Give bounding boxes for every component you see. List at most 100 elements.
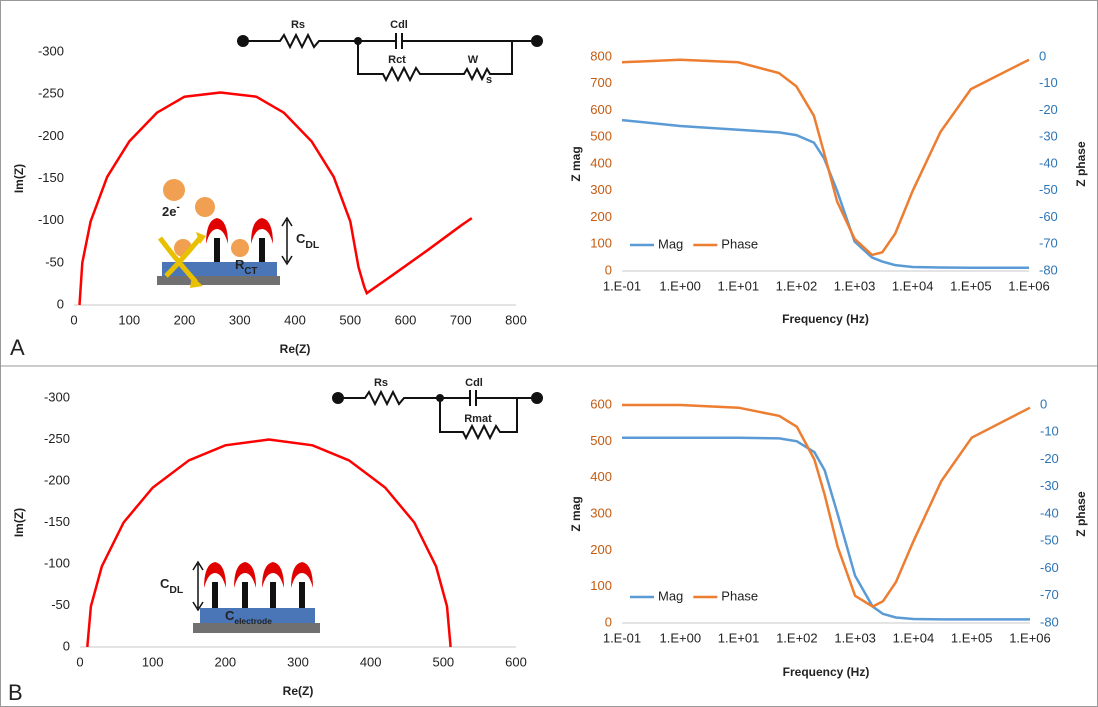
circuit-label: Rs bbox=[374, 377, 388, 389]
cdl-label-sub: DL bbox=[169, 585, 184, 596]
electron-label-sub: - bbox=[176, 202, 179, 213]
x-tick-label: 1.E+05 bbox=[950, 278, 992, 293]
y2-tick-label: -60 bbox=[1040, 560, 1059, 575]
circuit-b: Rs Cdl Rmat bbox=[332, 377, 543, 441]
x-tick-label: 800 bbox=[505, 312, 527, 327]
y-tick-label: -200 bbox=[38, 128, 64, 143]
x-tick-label: 500 bbox=[432, 654, 454, 669]
y-tick-label: 600 bbox=[590, 396, 612, 411]
cdl-label-sub: DL bbox=[305, 240, 320, 251]
data-line bbox=[621, 118, 1029, 270]
circuit-label: Cdl bbox=[465, 377, 483, 389]
probe-head bbox=[204, 562, 226, 588]
x-axis-title: Frequency (Hz) bbox=[782, 312, 869, 326]
probe-head bbox=[206, 218, 228, 244]
y-tick-label: 0 bbox=[605, 262, 612, 277]
y-tick-label: 400 bbox=[590, 155, 612, 170]
x-tick-label: 1.E+02 bbox=[776, 278, 818, 293]
y-tick-label: -300 bbox=[44, 389, 70, 404]
circuit-a: Rs Cdl Rct W s bbox=[237, 19, 543, 86]
y-axis-title: Z mag bbox=[569, 496, 583, 531]
y2-tick-label: -20 bbox=[1040, 451, 1059, 466]
x-tick-label: 1.E+01 bbox=[718, 630, 760, 645]
y-tick-label: 500 bbox=[590, 433, 612, 448]
y2-tick-label: -80 bbox=[1039, 262, 1058, 277]
y-tick-label: 600 bbox=[590, 102, 612, 117]
y2-tick-label: -20 bbox=[1039, 102, 1058, 117]
y-tick-label: 500 bbox=[590, 129, 612, 144]
substrate bbox=[193, 623, 320, 633]
x-tick-label: 1.E+00 bbox=[659, 278, 701, 293]
y2-tick-label: -30 bbox=[1039, 129, 1058, 144]
probe-head bbox=[262, 562, 284, 588]
x-tick-label: 0 bbox=[76, 654, 83, 669]
y-tick-label: -150 bbox=[44, 514, 70, 529]
panel-label: B bbox=[8, 680, 23, 705]
data-line bbox=[622, 403, 1031, 609]
probe-head bbox=[251, 218, 273, 244]
x-tick-label: 1.E-01 bbox=[603, 630, 641, 645]
y2-tick-label: -70 bbox=[1039, 236, 1058, 251]
probe-head bbox=[291, 562, 313, 588]
y2-axis-title: Z phase bbox=[1074, 141, 1088, 187]
electron-label: 2e- bbox=[162, 202, 180, 220]
legend-label: Phase bbox=[721, 236, 758, 251]
y-tick-label: -50 bbox=[51, 597, 70, 612]
y-tick-label: 800 bbox=[590, 48, 612, 63]
y-tick-label: 100 bbox=[590, 578, 612, 593]
y2-tick-label: -70 bbox=[1040, 587, 1059, 602]
redox-species bbox=[163, 179, 185, 201]
y2-tick-label: -30 bbox=[1040, 478, 1059, 493]
y2-tick-label: 0 bbox=[1039, 48, 1046, 63]
electron-arrow bbox=[164, 236, 202, 278]
y2-tick-label: -80 bbox=[1040, 614, 1059, 629]
linker bbox=[212, 582, 218, 608]
y2-tick-label: -40 bbox=[1039, 155, 1058, 170]
y-tick-label: 100 bbox=[590, 236, 612, 251]
x-tick-label: 0 bbox=[70, 312, 77, 327]
x-axis-title: Re(Z) bbox=[283, 684, 314, 698]
x-axis-title: Re(Z) bbox=[280, 342, 311, 356]
redox-species bbox=[195, 197, 215, 217]
panel-label: A bbox=[10, 335, 25, 360]
cdl-label: CDL bbox=[296, 231, 320, 250]
y2-tick-label: -60 bbox=[1039, 209, 1058, 224]
x-tick-label: 300 bbox=[229, 312, 251, 327]
substrate bbox=[157, 276, 280, 285]
data-line bbox=[86, 438, 452, 648]
rct-label: RCT bbox=[235, 257, 257, 276]
y-tick-label: 200 bbox=[590, 542, 612, 557]
circuit-label: Cdl bbox=[390, 19, 408, 31]
y-tick-label: -300 bbox=[38, 43, 64, 58]
circuit-label: Rs bbox=[291, 19, 305, 31]
y2-axis-title: Z phase bbox=[1074, 491, 1088, 537]
y-tick-label: -100 bbox=[38, 212, 64, 227]
electrode-label-main: C bbox=[225, 608, 235, 623]
electrode-label-sub: electrode bbox=[234, 616, 272, 626]
redox-species bbox=[231, 239, 249, 257]
y-tick-label: -150 bbox=[38, 170, 64, 185]
y2-tick-label: -10 bbox=[1039, 75, 1058, 90]
linker bbox=[214, 238, 220, 262]
x-tick-label: 1.E+01 bbox=[717, 278, 759, 293]
data-line bbox=[621, 58, 1030, 257]
rct-label-sub: CT bbox=[244, 266, 257, 277]
x-tick-label: 1.E+05 bbox=[951, 630, 993, 645]
y-axis-title: Z mag bbox=[569, 146, 583, 181]
x-tick-label: 1.E+02 bbox=[776, 630, 818, 645]
x-tick-label: 200 bbox=[214, 654, 236, 669]
y-tick-label: 700 bbox=[590, 75, 612, 90]
y-tick-label: 0 bbox=[57, 296, 64, 311]
data-line bbox=[78, 91, 473, 306]
x-tick-label: 1.E+06 bbox=[1008, 278, 1050, 293]
y2-tick-label: -50 bbox=[1040, 533, 1059, 548]
y-tick-label: -50 bbox=[45, 254, 64, 269]
x-tick-label: 100 bbox=[142, 654, 164, 669]
y-axis-title: Im(Z) bbox=[12, 508, 26, 537]
y-tick-label: -250 bbox=[38, 86, 64, 101]
x-tick-label: 1.E-01 bbox=[603, 278, 641, 293]
x-tick-label: 400 bbox=[360, 654, 382, 669]
y2-tick-label: 0 bbox=[1040, 396, 1047, 411]
